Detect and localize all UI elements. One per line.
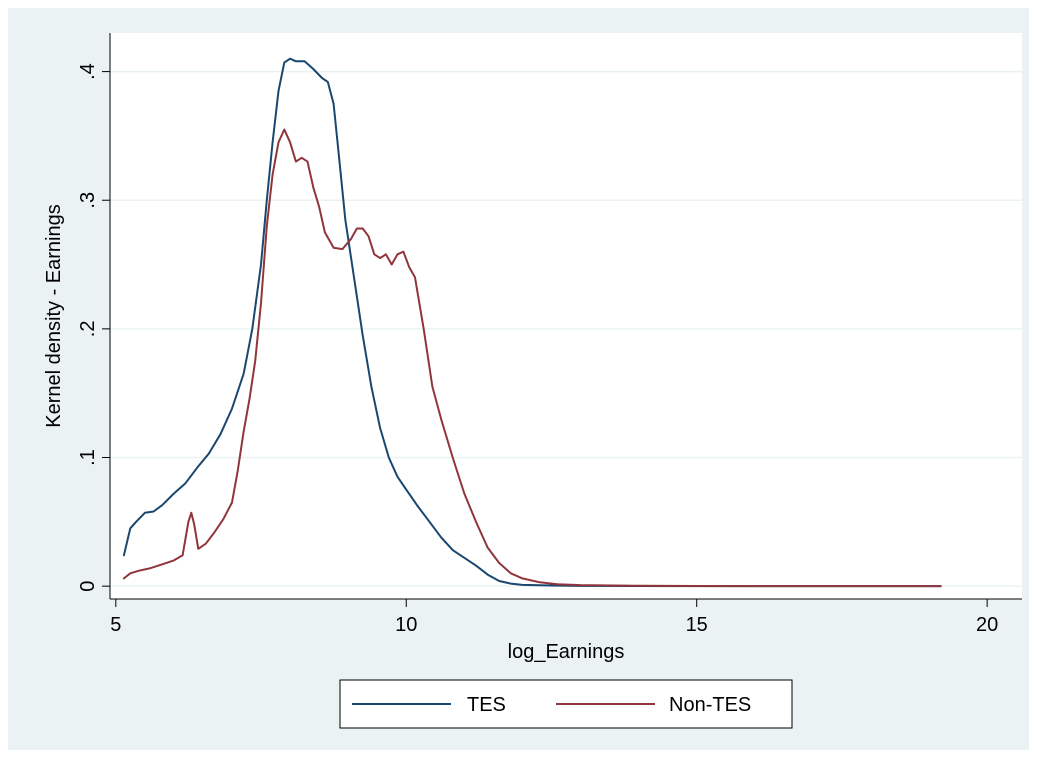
y-tick-label-4: .4 — [77, 63, 99, 80]
axes — [109, 33, 1022, 600]
y-tick-label-1: .1 — [77, 449, 99, 466]
x-tick-label-2: 15 — [686, 614, 708, 636]
legend: TES Non-TES — [339, 679, 793, 729]
series-lines — [122, 57, 942, 588]
x-tick-label-0: 5 — [110, 614, 121, 636]
plot-area — [110, 33, 1022, 599]
x-tick-label-3: 20 — [976, 614, 998, 636]
y-tick-label-2: .2 — [77, 321, 99, 338]
x-axis-ticks: 5 10 15 20 — [110, 599, 998, 636]
legend-label-tes: TES — [467, 694, 506, 716]
series-line-non-tes — [122, 128, 942, 588]
y-tick-label-0: 0 — [77, 581, 99, 592]
x-tick-label-1: 10 — [395, 614, 417, 636]
x-axis-title: log_Earnings — [508, 641, 625, 663]
legend-label-non-tes: Non-TES — [669, 694, 751, 716]
y-tick-label-3: .3 — [77, 192, 99, 209]
y-axis-ticks: 0 .1 .2 .3 .4 — [77, 63, 110, 592]
series-line-tes — [122, 57, 942, 588]
y-axis-title: Kernel density - Earnings — [43, 204, 65, 427]
